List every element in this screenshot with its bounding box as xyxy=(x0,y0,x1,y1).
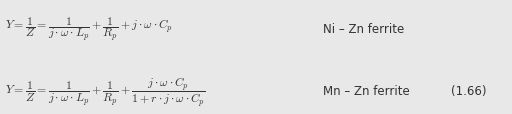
Text: Mn – Zn ferrite: Mn – Zn ferrite xyxy=(323,85,409,98)
Text: $Y = \dfrac{1}{Z} = \dfrac{1}{j \cdot \omega \cdot L_p} + \dfrac{1}{R_p} + \dfra: $Y = \dfrac{1}{Z} = \dfrac{1}{j \cdot \o… xyxy=(5,74,206,108)
Text: (1.66): (1.66) xyxy=(451,85,486,98)
Text: $Y = \dfrac{1}{Z} = \dfrac{1}{j \cdot \omega \cdot L_p} + \dfrac{1}{R_p} + j \cd: $Y = \dfrac{1}{Z} = \dfrac{1}{j \cdot \o… xyxy=(5,16,173,44)
Text: Ni – Zn ferrite: Ni – Zn ferrite xyxy=(323,23,404,36)
